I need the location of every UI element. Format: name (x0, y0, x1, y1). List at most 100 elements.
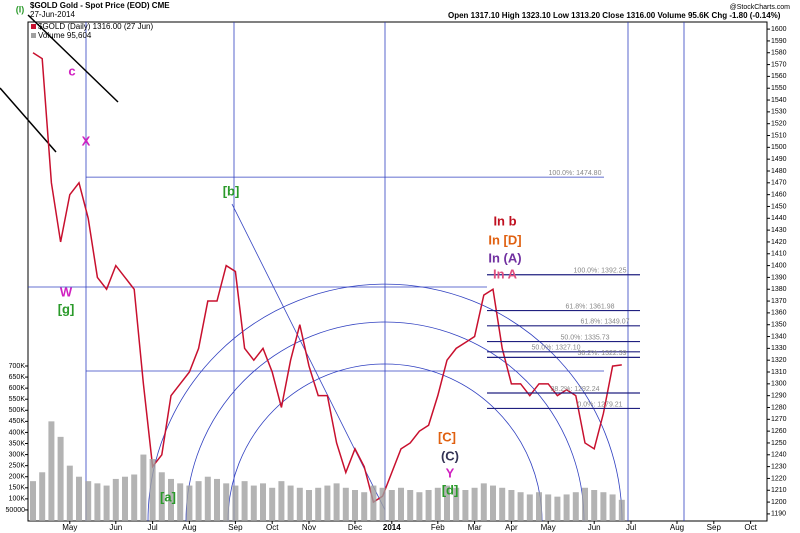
y-tick-label: 1480 (771, 168, 787, 175)
volume-bar (563, 494, 570, 521)
volume-bar (545, 494, 552, 521)
volume-bar (177, 483, 184, 521)
volume-bar (618, 499, 625, 521)
fib-label: 0.0%: 1279.21 (577, 401, 622, 408)
y-tick-label: 1310 (771, 369, 787, 376)
volume-bar (480, 483, 487, 521)
y-tick-label: 1390 (771, 274, 787, 281)
volume-bar (149, 459, 156, 521)
volume-bar (66, 465, 73, 521)
y2-tick-label: 250K (9, 462, 26, 469)
fib-label: 61.8%: 1349.07 (580, 319, 629, 326)
y-tick-label: 1600 (771, 26, 787, 33)
x-tick-label: Oct (744, 523, 757, 532)
y-tick-label: 1260 (771, 428, 787, 435)
volume-bar (85, 481, 92, 521)
y-tick-label: 1550 (771, 85, 787, 92)
x-tick-label: Mar (468, 523, 482, 532)
volume-bar (471, 487, 478, 521)
volume-bar (195, 481, 202, 521)
x-tick-label: Aug (670, 523, 684, 532)
wave-label: [a] (160, 489, 176, 504)
volume-bar (241, 481, 248, 521)
volume-bar (112, 478, 119, 521)
volume-bar (572, 492, 579, 521)
volume-bar (306, 490, 312, 521)
y-tick-label: 1230 (771, 463, 787, 470)
fib-label: 50.0%: 1327.10 (531, 345, 580, 352)
date: 27-Jun-2014 (30, 10, 75, 19)
volume-bar (425, 490, 432, 521)
y2-tick-label: 450K (9, 418, 26, 425)
y-tick-label: 1360 (771, 310, 787, 317)
volume-bar (48, 421, 55, 521)
fib-label: 100.0%: 1474.80 (549, 170, 602, 177)
volume-bar (30, 481, 36, 521)
x-tick-label: Aug (182, 523, 196, 532)
volume-bar (444, 485, 450, 521)
y2-tick-label: 500K (9, 407, 26, 414)
y2-tick-label: 650K (9, 374, 26, 381)
wave-label: W (60, 284, 73, 299)
price-line (32, 52, 622, 504)
trend-line (0, 87, 57, 153)
x-tick-label: Jun (588, 523, 601, 532)
volume-bar (260, 483, 266, 521)
volume-bar (416, 492, 423, 521)
y2-tick-label: 600K (9, 385, 26, 392)
y-tick-label: 1520 (771, 121, 787, 128)
source: @StockCharts.com (730, 4, 791, 11)
x-tick-label: Jul (147, 523, 157, 532)
y2-tick-label: 50000 (6, 507, 26, 514)
volume-bar (57, 436, 64, 521)
x-tick-label: Dec (348, 523, 362, 532)
fib-label: 50.0%: 1335.73 (560, 334, 609, 341)
y2-tick-label: 100K (9, 496, 26, 503)
volume-bar (76, 476, 82, 521)
stats: Open 1317.10 High 1323.10 Low 1313.20 Cl… (448, 11, 781, 20)
volume-bar (324, 485, 331, 521)
y2-tick-label: 300K (9, 451, 26, 458)
x-tick-label: May (62, 523, 77, 532)
x-tick-label: Jul (626, 523, 636, 532)
y-tick-label: 1420 (771, 239, 787, 246)
y-tick-label: 1280 (771, 404, 787, 411)
volume-bar (609, 494, 616, 521)
volume-bar (379, 487, 386, 521)
y-tick-label: 1240 (771, 452, 787, 459)
y-tick-label: 1430 (771, 227, 787, 234)
wave-label: c (68, 63, 75, 78)
legend-swatch (31, 24, 36, 29)
volume-bar (140, 454, 147, 521)
wave-label: In [D] (488, 232, 521, 247)
volume-bar (398, 487, 404, 521)
volume-bar (204, 476, 211, 521)
volume-bar (269, 487, 276, 521)
y-tick-label: 1330 (771, 345, 787, 352)
y-tick-label: 1340 (771, 333, 787, 340)
volume-bar (278, 481, 285, 521)
volume-bar (168, 478, 174, 521)
volume-bar (490, 485, 496, 521)
y-tick-label: 1580 (771, 50, 787, 57)
legend-price: $GOLD (Daily) 1316.00 (27 Jun) (38, 22, 154, 31)
plot-area (27, 21, 768, 522)
volume-bar (526, 494, 533, 521)
y-tick-label: 1380 (771, 286, 787, 293)
fib-label: 38.2%: 1292.24 (550, 386, 599, 393)
volume-bar (434, 487, 441, 521)
volume-bar (103, 485, 110, 521)
legend-swatch (31, 33, 36, 38)
trend-line (27, 14, 119, 103)
volume-bar (462, 490, 469, 521)
x-tick-label: Oct (266, 523, 279, 532)
volume-bar (39, 472, 46, 521)
wave-label: (I) (16, 4, 25, 14)
legend-volume: Volume 95,604 (38, 31, 92, 40)
y-tick-label: 1370 (771, 298, 787, 305)
x-tick-label: Sep (707, 523, 722, 532)
y-tick-label: 1540 (771, 97, 787, 104)
y2-tick-label: 200K (9, 474, 26, 481)
volume-bar (352, 490, 358, 521)
